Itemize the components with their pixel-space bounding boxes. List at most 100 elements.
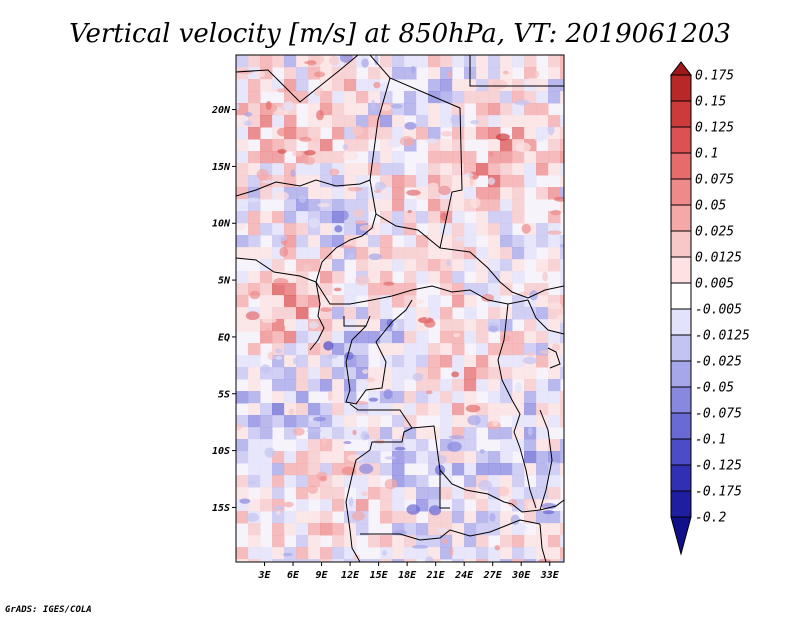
field-cell — [512, 247, 525, 260]
field-cell — [416, 187, 429, 200]
field-cell — [464, 187, 477, 200]
field-cell — [476, 115, 489, 128]
field-cell — [548, 139, 561, 152]
field-cell — [332, 391, 345, 404]
field-cell — [272, 283, 285, 296]
field-cell — [344, 163, 357, 176]
field-cell — [560, 91, 564, 104]
field-cell — [368, 535, 381, 548]
field-cell — [440, 223, 453, 236]
field-cell — [560, 559, 564, 562]
field-cell — [392, 151, 405, 164]
field-blob — [328, 55, 340, 66]
field-blob — [360, 431, 369, 441]
field-blob — [382, 550, 387, 556]
field-cell — [344, 475, 357, 488]
field-cell — [272, 55, 285, 68]
field-blob — [489, 512, 496, 522]
field-cell — [524, 547, 537, 560]
border-line — [497, 303, 521, 433]
field-blob — [447, 70, 453, 78]
field-cell — [272, 535, 285, 548]
field-cell — [464, 379, 477, 392]
field-cell — [524, 115, 537, 128]
field-cell — [344, 295, 357, 308]
field-cell — [524, 235, 537, 248]
field-cell — [476, 127, 489, 140]
field-cell — [500, 139, 513, 152]
field-cell — [284, 367, 297, 380]
field-cell — [500, 319, 513, 332]
field-blob — [380, 104, 392, 111]
field-cell — [320, 295, 333, 308]
field-cell — [284, 391, 297, 404]
field-cell — [500, 511, 513, 524]
field-blob — [470, 119, 480, 125]
field-cell — [428, 235, 441, 248]
field-cell — [320, 487, 333, 500]
field-cell — [416, 91, 429, 104]
field-cell — [332, 175, 345, 188]
field-blob — [326, 354, 338, 359]
field-cell — [476, 259, 489, 272]
field-cell — [308, 343, 321, 356]
colorbar-swatch — [670, 464, 692, 492]
border-line — [236, 77, 391, 197]
field-cell — [248, 319, 261, 332]
field-cell — [296, 295, 309, 308]
field-blob — [465, 404, 481, 413]
colorbar-label: -0.05 — [695, 381, 734, 396]
field-cell — [308, 259, 321, 272]
field-cell — [440, 175, 453, 188]
field-cell — [464, 427, 477, 440]
x-tick-label: 33E — [540, 570, 560, 581]
field-cell — [320, 523, 333, 536]
field-cell — [548, 163, 561, 176]
field-cell — [560, 175, 564, 188]
field-cell — [308, 295, 321, 308]
field-blob — [410, 65, 416, 74]
field-cell — [440, 79, 453, 92]
field-blob — [306, 428, 322, 433]
colorbar-swatch — [670, 74, 692, 102]
field-cell — [320, 511, 333, 524]
field-cell — [404, 271, 417, 284]
colorbar-label: 0.1 — [695, 147, 718, 162]
field-cell — [332, 439, 345, 452]
field-cell — [548, 259, 561, 272]
field-blob — [334, 225, 343, 233]
field-blob — [354, 220, 367, 225]
field-cell — [236, 175, 249, 188]
field-blob — [288, 408, 295, 415]
field-cell — [332, 559, 345, 562]
field-cell — [368, 283, 381, 296]
field-cell — [380, 247, 393, 260]
field-blob — [260, 364, 271, 374]
field-cell — [440, 475, 453, 488]
field-cell — [320, 415, 333, 428]
field-blob — [487, 177, 496, 186]
field-cell — [452, 199, 465, 212]
field-cell — [500, 403, 513, 416]
colorbar-swatch — [670, 178, 692, 206]
field-cell — [308, 547, 321, 560]
x-tick-label: 9E — [316, 570, 329, 581]
field-blob — [340, 210, 349, 221]
field-cell — [260, 499, 273, 512]
field-cell — [464, 391, 477, 404]
field-cell — [308, 175, 321, 188]
field-cell — [560, 451, 564, 464]
y-tick-label: EQ — [218, 332, 230, 343]
field-blob — [428, 505, 442, 516]
field-cell — [464, 319, 477, 332]
field-cell — [512, 163, 525, 176]
field-cell — [332, 79, 345, 92]
field-cell — [392, 115, 405, 128]
field-cell — [524, 439, 537, 452]
field-cell — [356, 163, 369, 176]
field-blob — [478, 480, 493, 491]
field-cell — [356, 379, 369, 392]
field-cell — [356, 343, 369, 356]
field-cell — [344, 535, 357, 548]
field-cell — [524, 247, 537, 260]
